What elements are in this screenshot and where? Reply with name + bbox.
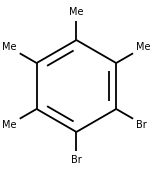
- Text: Br: Br: [136, 120, 147, 131]
- Text: Me: Me: [2, 120, 17, 131]
- Text: Me: Me: [136, 41, 151, 52]
- Text: Br: Br: [71, 155, 82, 165]
- Text: Me: Me: [2, 41, 17, 52]
- Text: Me: Me: [69, 7, 84, 17]
